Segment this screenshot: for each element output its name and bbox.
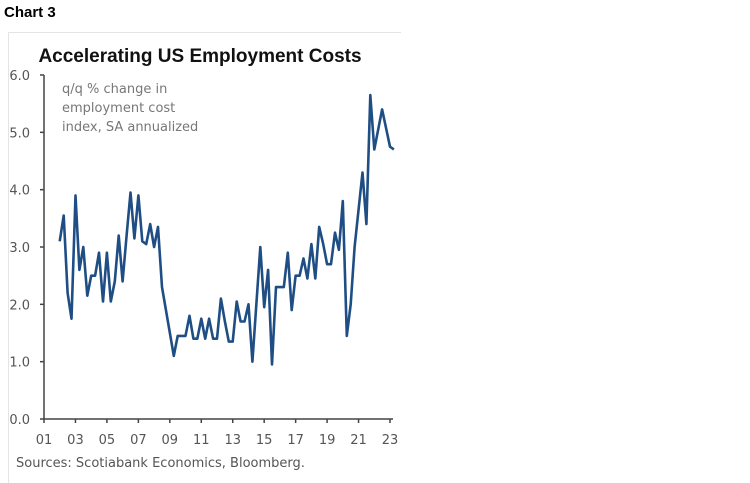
y-tick-label: 0.0 xyxy=(9,413,30,428)
chart-annotation: q/q % change in employment cost index, S… xyxy=(62,82,198,135)
x-tick-label: 15 xyxy=(256,433,273,448)
y-tick-label: 5.0 xyxy=(9,126,30,141)
x-tick-label: 11 xyxy=(193,433,210,448)
y-tick-label: 3.0 xyxy=(9,241,30,256)
source-note: Sources: Scotiabank Economics, Bloomberg… xyxy=(16,456,305,471)
annotation-line: employment cost xyxy=(62,101,175,116)
series-line xyxy=(60,95,394,364)
chart-title: Accelerating US Employment Costs xyxy=(38,46,361,67)
y-tick-label: 4.0 xyxy=(9,184,30,199)
y-tick-label: 1.0 xyxy=(9,356,30,371)
x-tick-label: 17 xyxy=(287,433,304,448)
x-tick-label: 01 xyxy=(36,433,53,448)
x-tick-label: 07 xyxy=(130,433,147,448)
annotation-line: index, SA annualized xyxy=(62,120,198,135)
x-tick-label: 05 xyxy=(99,433,116,448)
x-tick-label: 19 xyxy=(319,433,336,448)
x-tick-label: 09 xyxy=(162,433,179,448)
annotation-line: q/q % change in xyxy=(62,82,167,97)
x-tick-label: 13 xyxy=(224,433,241,448)
y-tick-label: 2.0 xyxy=(9,298,30,313)
x-tick-label: 03 xyxy=(67,433,84,448)
x-tick-label: 23 xyxy=(382,433,399,448)
y-tick-label: 6.0 xyxy=(9,69,30,84)
x-tick-label: 21 xyxy=(350,433,367,448)
